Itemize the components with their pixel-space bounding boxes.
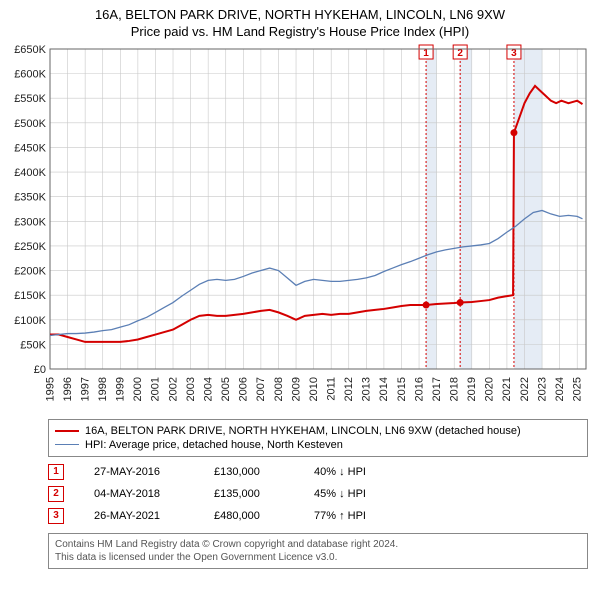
legend: 16A, BELTON PARK DRIVE, NORTH HYKEHAM, L… <box>48 419 588 457</box>
x-tick-label: 2019 <box>466 377 478 401</box>
y-tick-label: £150K <box>14 290 46 302</box>
y-tick-label: £300K <box>14 216 46 228</box>
shaded-band <box>426 49 437 369</box>
series-dot <box>423 301 430 308</box>
x-tick-label: 2011 <box>325 377 337 401</box>
y-tick-label: £650K <box>14 44 46 56</box>
x-tick-label: 2015 <box>396 377 408 401</box>
event-date: 26-MAY-2021 <box>94 510 184 522</box>
chart-subtitle: Price paid vs. HM Land Registry's House … <box>0 24 600 43</box>
event-badge: 3 <box>48 508 64 524</box>
event-badge-num: 2 <box>457 48 463 59</box>
y-tick-label: £0 <box>34 364 46 376</box>
event-price: £480,000 <box>214 510 284 522</box>
event-badge-num: 3 <box>511 48 517 59</box>
x-tick-label: 2014 <box>378 377 390 401</box>
x-tick-label: 1999 <box>115 377 127 401</box>
y-tick-label: £250K <box>14 240 46 252</box>
footer-line-2: This data is licensed under the Open Gov… <box>55 551 581 564</box>
x-tick-label: 2004 <box>202 377 214 401</box>
y-tick-label: £100K <box>14 314 46 326</box>
x-tick-label: 2012 <box>343 377 355 401</box>
x-tick-label: 1997 <box>79 377 91 401</box>
x-tick-label: 2006 <box>238 377 250 401</box>
plot-area: £0 £50K £100K £150K £200K £250K £300K £350K £400… <box>2 43 598 413</box>
y-tick-label: £200K <box>14 265 46 277</box>
x-tick-label: 2017 <box>431 377 443 401</box>
event-date: 04-MAY-2018 <box>94 488 184 500</box>
event-row: 1 27-MAY-2016 £130,000 40% ↓ HPI <box>48 461 588 483</box>
footer-line-1: Contains HM Land Registry data © Crown c… <box>55 538 581 551</box>
legend-item: HPI: Average price, detached house, Nort… <box>55 438 581 452</box>
x-tick-label: 2003 <box>185 377 197 401</box>
event-badge: 1 <box>48 464 64 480</box>
y-tick-label: £50K <box>20 339 46 351</box>
x-tick-label: 2016 <box>413 377 425 401</box>
event-price: £135,000 <box>214 488 284 500</box>
event-price: £130,000 <box>214 466 284 478</box>
series-dot <box>457 299 464 306</box>
event-row: 3 26-MAY-2021 £480,000 77% ↑ HPI <box>48 505 588 527</box>
x-tick-label: 2024 <box>554 377 566 401</box>
y-tick-label: £400K <box>14 167 46 179</box>
x-tick-label: 2007 <box>255 377 267 401</box>
x-tick-label: 2022 <box>519 377 531 401</box>
event-pct: 77% ↑ HPI <box>314 510 394 522</box>
x-tick-label: 2021 <box>501 377 513 401</box>
y-tick-label: £350K <box>14 191 46 203</box>
x-tick-label: 2008 <box>273 377 285 401</box>
legend-swatch <box>55 444 79 445</box>
x-tick-label: 1995 <box>44 377 56 401</box>
event-badge-num: 1 <box>423 48 429 59</box>
event-date: 27-MAY-2016 <box>94 466 184 478</box>
event-row: 2 04-MAY-2018 £135,000 45% ↓ HPI <box>48 483 588 505</box>
legend-item: 16A, BELTON PARK DRIVE, NORTH HYKEHAM, L… <box>55 424 581 438</box>
legend-swatch <box>55 430 79 432</box>
event-table: 1 27-MAY-2016 £130,000 40% ↓ HPI 2 04-MAY-201… <box>48 461 588 527</box>
chart-container: 16A, BELTON PARK DRIVE, NORTH HYKEHAM, L… <box>0 0 600 569</box>
x-tick-label: 2025 <box>572 377 584 401</box>
x-tick-label: 2010 <box>308 377 320 401</box>
shaded-band <box>459 49 471 369</box>
plot-svg: £0 £50K £100K £150K £200K £250K £300K £350K £400… <box>2 43 598 413</box>
x-tick-label: 1996 <box>62 377 74 401</box>
y-tick-label: £550K <box>14 93 46 105</box>
x-tick-label: 2002 <box>167 377 179 401</box>
x-tick-label: 2013 <box>361 377 373 401</box>
legend-label: HPI: Average price, detached house, Nort… <box>85 439 343 451</box>
x-tick-label: 2023 <box>536 377 548 401</box>
chart-title: 16A, BELTON PARK DRIVE, NORTH HYKEHAM, L… <box>0 0 600 24</box>
x-tick-label: 2001 <box>150 377 162 401</box>
x-tick-label: 2020 <box>484 377 496 401</box>
x-tick-label: 2000 <box>132 377 144 401</box>
x-tick-label: 2018 <box>448 377 460 401</box>
event-pct: 40% ↓ HPI <box>314 466 394 478</box>
x-tick-label: 2009 <box>290 377 302 401</box>
footer-note: Contains HM Land Registry data © Crown c… <box>48 533 588 569</box>
y-tick-label: £600K <box>14 68 46 80</box>
y-tick-label: £500K <box>14 117 46 129</box>
legend-label: 16A, BELTON PARK DRIVE, NORTH HYKEHAM, L… <box>85 425 521 437</box>
y-tick-label: £450K <box>14 142 46 154</box>
x-tick-label: 2005 <box>220 377 232 401</box>
event-pct: 45% ↓ HPI <box>314 488 394 500</box>
event-badge: 2 <box>48 486 64 502</box>
series-dot <box>510 129 517 136</box>
x-tick-label: 1998 <box>97 377 109 401</box>
